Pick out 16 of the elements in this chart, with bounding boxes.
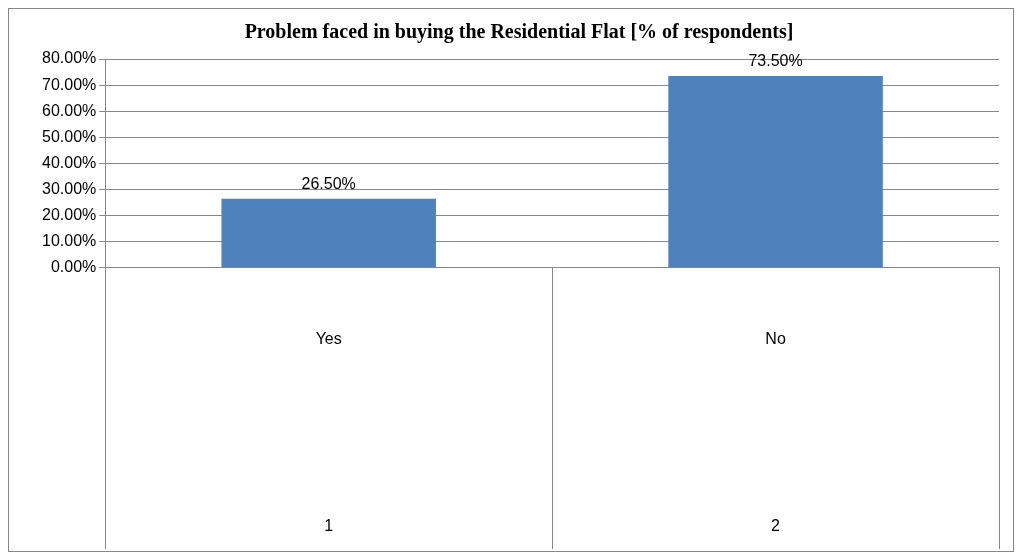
y-tick-label: 40.00%: [42, 153, 97, 171]
text: 2: [771, 517, 781, 535]
y-tick-label: 70.00%: [42, 75, 97, 93]
y-tick-label: 80.00%: [42, 49, 97, 67]
data-label: 73.50%: [748, 52, 803, 70]
y-tick-label: 60.00%: [42, 101, 97, 119]
y-tick-label: 30.00%: [42, 179, 97, 197]
x-tick-label: Yes: [315, 329, 342, 347]
y-tick-label: 10.00%: [42, 232, 97, 250]
data-label: 26.50%: [301, 175, 356, 193]
y-tick-label: 50.00%: [42, 127, 97, 145]
x-tick-label: No: [765, 329, 786, 347]
chart-title: Problem faced in buying the Residential Flat [% of respondents]: [244, 20, 794, 44]
y-tick-label: 20.00%: [42, 206, 97, 224]
y-tick-label: 0.00%: [50, 258, 97, 276]
text: 1: [324, 517, 334, 535]
